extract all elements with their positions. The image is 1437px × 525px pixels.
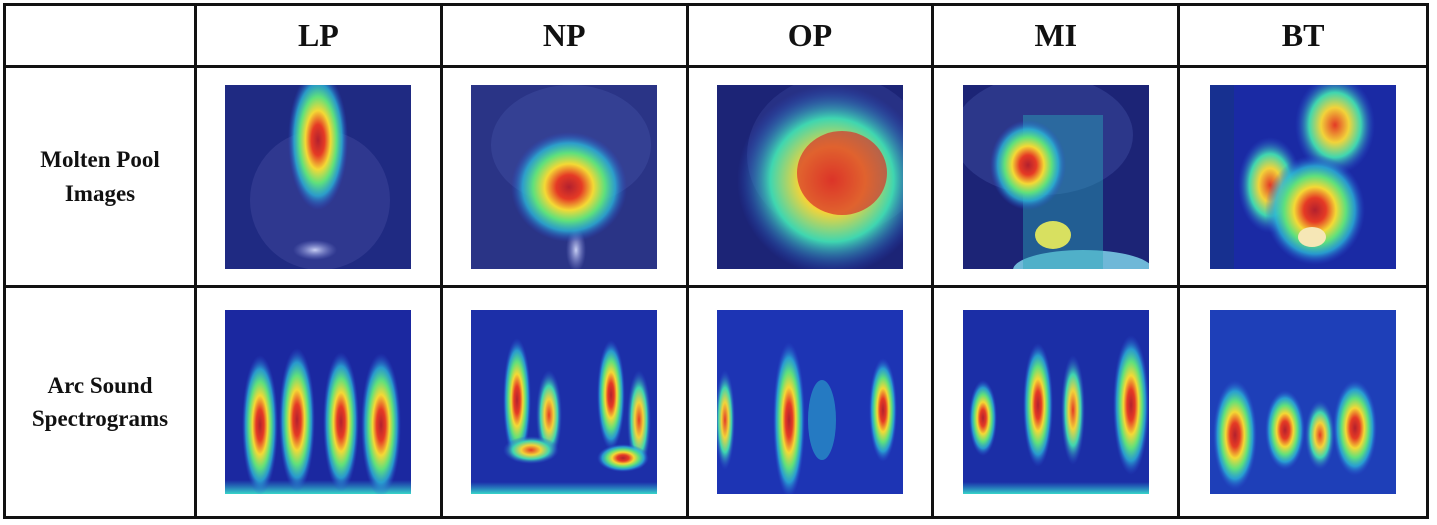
- spec-cell-np: [443, 288, 689, 516]
- pool-cell-mi: [934, 68, 1181, 288]
- molten-pool-heatmap-mi: [962, 84, 1149, 269]
- spec-cell-lp: [197, 288, 443, 516]
- pool-cell-bt: [1180, 68, 1426, 288]
- molten-pool-heatmap-np: [471, 84, 658, 269]
- spec-cell-mi: [934, 288, 1181, 516]
- arc-sound-spectrogram-bt: [1210, 310, 1397, 494]
- arc-sound-spectrogram-op: [716, 310, 903, 494]
- row-label-line: Arc Sound: [47, 372, 153, 398]
- spec-cell-bt: [1180, 288, 1426, 516]
- row-label-arc-sound: Arc Sound Spectrograms: [6, 288, 197, 516]
- row-label-line: Molten Pool: [40, 147, 160, 173]
- arc-sound-spectrogram-mi: [962, 310, 1149, 494]
- molten-pool-heatmap-op: [716, 84, 903, 269]
- row-label-molten-pool: Molten Pool Images: [6, 68, 197, 288]
- column-header-mi: MI: [934, 6, 1181, 68]
- pool-cell-np: [442, 68, 689, 288]
- pool-cell-lp: [197, 68, 443, 288]
- arc-sound-spectrogram-lp: [225, 310, 412, 494]
- row-label-line: Images: [64, 180, 136, 206]
- arc-sound-spectrogram-np: [471, 310, 658, 494]
- molten-pool-heatmap-lp: [225, 84, 412, 269]
- corner-cell: [6, 6, 197, 68]
- row-label-line: Spectrograms: [31, 406, 169, 431]
- column-header-np: NP: [442, 6, 689, 68]
- column-header-bt: BT: [1180, 6, 1426, 68]
- molten-pool-heatmap-bt: [1210, 84, 1397, 269]
- comparison-table: LP NP OP MI BT Molten Pool Images: [3, 3, 1429, 519]
- column-header-op: OP: [688, 6, 935, 68]
- spec-cell-op: [689, 288, 935, 516]
- column-header-lp: LP: [197, 6, 443, 68]
- pool-cell-op: [688, 68, 935, 288]
